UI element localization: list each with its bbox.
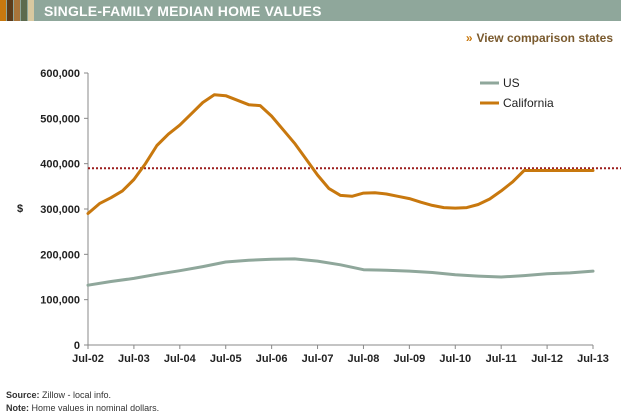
x-tick-label: Jul-07 [302, 353, 334, 365]
series-line-us [86, 257, 595, 287]
page-title: SINGLE-FAMILY MEDIAN HOME VALUES [44, 3, 322, 19]
series-line-california [86, 93, 595, 215]
y-tick-label: 500,000 [40, 113, 80, 125]
x-tick-label: Jul-05 [210, 353, 242, 365]
x-tick-label: Jul-12 [531, 353, 563, 365]
chart-axes: 0 100,000 200,000 300,000 400,000 500,000 600,… [17, 68, 609, 365]
y-tick-label: 300,000 [40, 204, 80, 216]
x-tick-label: Jul-09 [393, 353, 425, 365]
header-bar: SINGLE-FAMILY MEDIAN HOME VALUES [0, 0, 621, 21]
y-tick-label: 100,000 [40, 295, 80, 307]
source-text: Zillow - local info. [42, 390, 112, 400]
y-tick-label: 0 [74, 340, 80, 352]
x-tick-label: Jul-11 [486, 353, 517, 365]
note-label: Note: [6, 403, 29, 413]
legend-label-us: US [503, 76, 520, 90]
legend-label-california: California [503, 96, 554, 110]
header-swatch [14, 0, 20, 21]
view-comparison-states-label: View comparison states [476, 31, 614, 45]
source-label: Source: [6, 390, 40, 400]
y-axis-label: $ [17, 203, 23, 215]
double-chevron-right-icon: » [465, 31, 473, 45]
note-line: Note: Home values in nominal dollars. [6, 403, 159, 413]
header-swatch [21, 0, 27, 21]
y-tick-label: 600,000 [40, 68, 80, 80]
x-tick-label: Jul-13 [577, 353, 609, 365]
view-comparison-states-link[interactable]: » View comparison states [466, 31, 613, 45]
y-tick-label: 400,000 [40, 159, 80, 171]
header-swatch [28, 0, 34, 21]
x-tick-label: Jul-04 [164, 353, 197, 365]
y-tick-label: 200,000 [40, 249, 80, 261]
x-tick-label: Jul-03 [118, 353, 150, 365]
x-tick-label: Jul-08 [348, 353, 380, 365]
header-swatch [0, 0, 6, 21]
x-tick-label: Jul-02 [72, 353, 104, 365]
chart-series [86, 93, 621, 287]
chart-legend: US California [480, 76, 554, 110]
note-text: Home values in nominal dollars. [31, 403, 160, 413]
source-line: Source: Zillow - local info. [6, 390, 111, 400]
x-tick-label: Jul-10 [439, 353, 471, 365]
header-swatch [7, 0, 13, 21]
x-tick-label: Jul-06 [256, 353, 288, 365]
